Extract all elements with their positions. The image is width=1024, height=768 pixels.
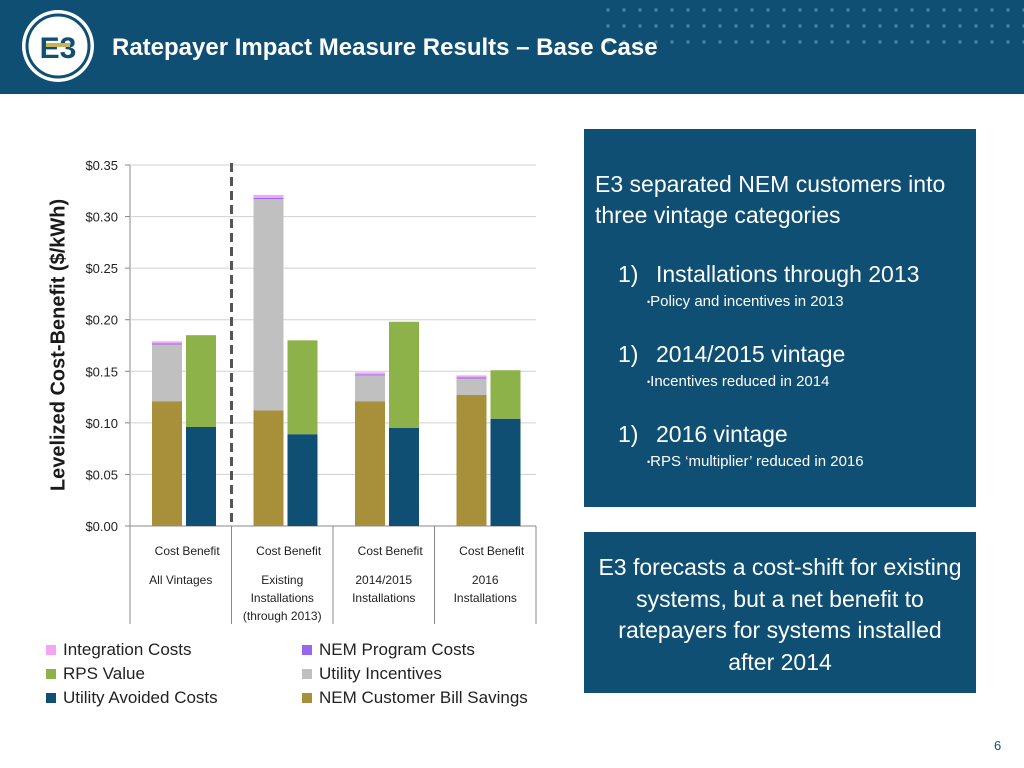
legend-item: RPS Value (46, 664, 145, 684)
bar-type-label: Cost (155, 544, 180, 558)
legend-label: Utility Incentives (319, 664, 442, 683)
y-tick-label: $0.20 (85, 313, 118, 328)
y-tick-label: $0.05 (85, 467, 118, 482)
y-tick-label: $0.30 (85, 210, 118, 225)
bar-segment (186, 426, 216, 526)
bar-type-label: Cost (256, 544, 281, 558)
y-tick-label: $0.10 (85, 416, 118, 431)
legend-swatch (46, 669, 56, 679)
stacked-bar-chart: $0.00 $0.05 $0.10 $0.15 $0.20 $0.25 $0.30 $0.35… (85, 158, 537, 624)
vintage-item-2014-2015: 1) 2014/2015 vintage (618, 341, 968, 368)
bar-segment (355, 375, 385, 402)
subitem-text: Incentives reduced in 2014 (650, 373, 830, 390)
legend-swatch (46, 645, 56, 655)
item-number: 1) (618, 261, 639, 287)
bar-segment (355, 374, 385, 376)
bar-segment (253, 198, 284, 200)
legend-item: Utility Incentives (302, 664, 442, 684)
vintage-subitem-2014-2015: •Incentives reduced in 2014 (647, 373, 829, 390)
bar-segment (355, 401, 385, 526)
bullet-icon: • (647, 297, 651, 308)
item-title: 2016 vintage (656, 421, 788, 447)
legend-item: Integration Costs (46, 640, 192, 660)
header-bar: E3 Ratepayer Impact Measure Results – Ba… (0, 0, 1024, 94)
legend-item: Utility Avoided Costs (46, 688, 218, 708)
bar-type-label: Benefit (385, 544, 423, 558)
bar-segment (456, 378, 487, 396)
legend-item: NEM Program Costs (302, 640, 475, 660)
cost-shift-text: E3 forecasts a cost-shift for existing s… (598, 554, 962, 675)
bar-segment (186, 335, 216, 427)
legend-swatch (302, 669, 312, 679)
y-tick-label: $0.15 (85, 364, 118, 379)
bar-type-label: Benefit (284, 544, 322, 558)
group-label: All Vintages (149, 573, 212, 587)
bar-segment (389, 321, 419, 429)
group-label: Existing (261, 573, 303, 587)
bar-segment (355, 372, 385, 375)
bar-segment (456, 395, 487, 526)
vintage-subitem-2016: •RPS ‘multiplier’ reduced in 2016 (647, 453, 864, 470)
cost-shift-panel: E3 forecasts a cost-shift for existing s… (584, 532, 976, 693)
subitem-text: RPS ‘multiplier’ reduced in 2016 (650, 453, 864, 470)
bar-segment (287, 340, 318, 435)
bar-type-label: Benefit (487, 544, 525, 558)
bar-segment (152, 401, 182, 526)
logo-text: E3 (40, 32, 77, 65)
legend-item: NEM Customer Bill Savings (302, 688, 528, 708)
bar-segment (152, 343, 182, 345)
legend-label: Utility Avoided Costs (63, 688, 218, 707)
vintage-item-2013: 1) Installations through 2013 (618, 261, 968, 288)
bar-segment (287, 434, 318, 526)
bar-type-label: Cost (459, 544, 484, 558)
legend-label: Integration Costs (63, 640, 192, 659)
e3-logo: E3 (22, 10, 94, 82)
vintage-item-2016: 1) 2016 vintage (618, 421, 968, 448)
group-label: Installations (352, 591, 415, 605)
item-title: Installations through 2013 (656, 261, 920, 287)
y-tick-label: $0.00 (85, 519, 118, 534)
bar-segment (456, 375, 487, 378)
bar-segment (389, 428, 419, 526)
bar-segment (490, 370, 521, 419)
subitem-text: Policy and incentives in 2013 (650, 293, 844, 310)
bar-segment (253, 199, 284, 411)
legend-label: NEM Customer Bill Savings (319, 688, 528, 707)
item-number: 1) (618, 421, 639, 447)
bar-segment (253, 410, 284, 526)
vintage-subitem-2013: •Policy and incentives in 2013 (647, 293, 844, 310)
y-tick-label: $0.25 (85, 261, 118, 276)
legend-swatch (302, 693, 312, 703)
page-number: 6 (994, 738, 1002, 753)
y-tick-label: $0.35 (85, 158, 118, 173)
legend-label: NEM Program Costs (319, 640, 475, 659)
legend-swatch (46, 693, 56, 703)
bar-type-label: Benefit (182, 544, 220, 558)
page-title: Ratepayer Impact Measure Results – Base … (112, 34, 658, 61)
bar-segment (152, 341, 182, 344)
group-label: (through 2013) (243, 609, 322, 623)
bullet-icon: • (647, 457, 651, 468)
bar-type-label: Cost (358, 544, 383, 558)
group-label: 2014/2015 (355, 573, 412, 587)
vintage-categories-panel: E3 separated NEM customers into three vi… (584, 129, 976, 507)
group-label: 2016 (472, 573, 499, 587)
bar-segment (253, 194, 284, 199)
bullet-icon: • (647, 377, 651, 388)
item-title: 2014/2015 vintage (656, 341, 846, 367)
legend-label: RPS Value (63, 664, 145, 683)
bar-segment (456, 377, 487, 379)
panel-lead-text: E3 separated NEM customers into three vi… (595, 171, 946, 228)
bar-segment (152, 344, 182, 402)
bar-segment (490, 418, 521, 526)
group-label: Installations (251, 591, 314, 605)
group-label: Installations (454, 591, 517, 605)
item-number: 1) (618, 341, 639, 367)
legend-swatch (302, 645, 312, 655)
dot-pattern (600, 2, 1024, 52)
